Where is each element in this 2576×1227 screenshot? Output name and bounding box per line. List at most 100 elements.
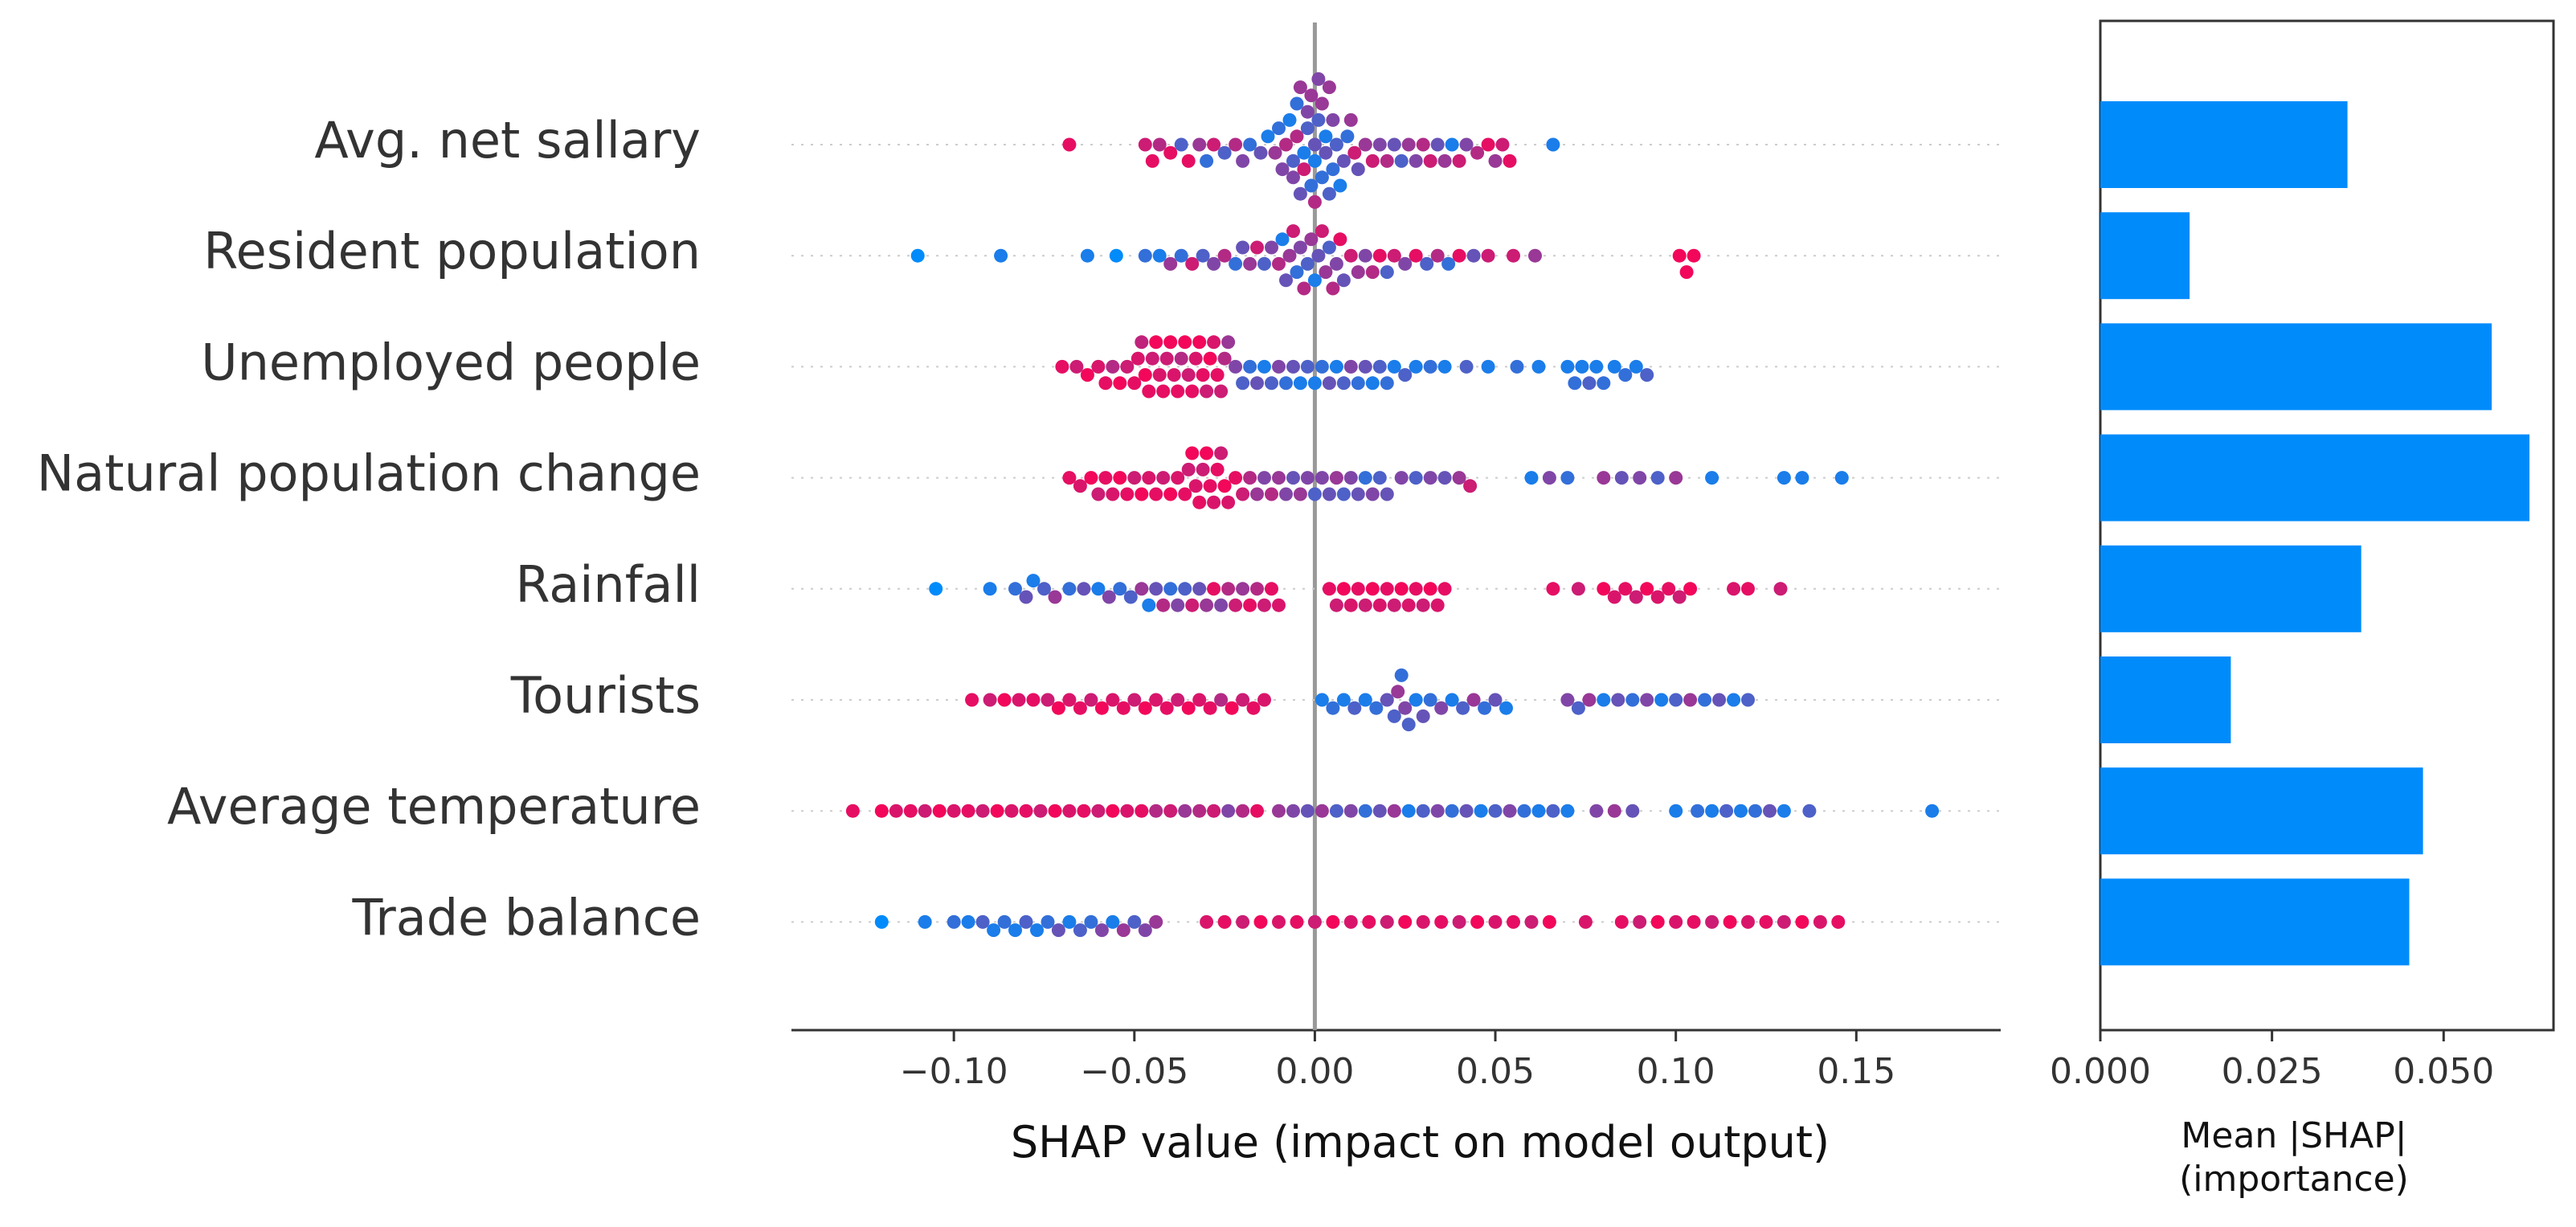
- shap-dot: [1004, 804, 1019, 818]
- shap-dot: [1181, 153, 1196, 168]
- shap-dot: [1387, 598, 1401, 612]
- shap-dot: [1322, 80, 1336, 95]
- shap-dot: [1358, 693, 1372, 707]
- shap-dot: [1409, 471, 1423, 485]
- shap-dot: [1495, 137, 1510, 152]
- shap-dot: [1008, 582, 1022, 596]
- importance-frame: [2099, 19, 2555, 1032]
- shap-dot: [1272, 598, 1286, 612]
- shap-dot: [1372, 804, 1387, 818]
- shap-dot: [1416, 709, 1430, 723]
- shap-dot: [1236, 693, 1250, 707]
- shap-dot: [1236, 153, 1250, 168]
- shap-dot: [1315, 471, 1329, 485]
- shap-dot: [1196, 462, 1210, 476]
- shap-dot: [1452, 914, 1466, 929]
- shap-dot: [1358, 137, 1372, 152]
- shap-dot: [1106, 914, 1120, 929]
- importance-x-axis-label: Mean |SHAP|: [2181, 1115, 2406, 1156]
- shap-dot: [1221, 804, 1236, 818]
- shap-dot: [1253, 914, 1268, 929]
- shap-dot: [1304, 88, 1319, 103]
- shap-dot: [1322, 487, 1336, 501]
- shap-dot: [1531, 359, 1546, 374]
- shap-dot: [918, 914, 932, 929]
- shap-dot: [1315, 96, 1329, 111]
- shap-dot: [1423, 693, 1437, 707]
- shap-dot: [1272, 256, 1286, 271]
- shap-dot: [1311, 72, 1326, 86]
- shap-dot: [1077, 804, 1091, 818]
- shap-dot: [1019, 804, 1033, 818]
- shap-dot: [1633, 471, 1647, 485]
- shap-dot: [1362, 914, 1376, 929]
- shap-dot: [1430, 137, 1445, 152]
- shap-dot: [1229, 137, 1243, 152]
- importance-bar: [2100, 878, 2410, 966]
- beeswarm-x-tick-label: 0.10: [1637, 1051, 1715, 1092]
- shap-dot: [1607, 804, 1621, 818]
- shap-dot: [947, 914, 961, 929]
- shap-dot: [1265, 582, 1278, 596]
- shap-dot: [1229, 256, 1243, 271]
- shap-dot: [1777, 804, 1791, 818]
- shap-dot: [1452, 471, 1466, 485]
- shap-dot: [1329, 137, 1343, 152]
- shap-dot: [1293, 186, 1307, 201]
- shap-dot: [1319, 145, 1333, 160]
- shap-dot: [994, 248, 1008, 263]
- shap-dot: [1358, 598, 1372, 612]
- shap-dot: [1575, 359, 1589, 374]
- shap-dot: [1795, 914, 1809, 929]
- shap-dot: [975, 914, 990, 929]
- shap-dot: [1795, 471, 1809, 485]
- shap-dot: [1369, 701, 1384, 715]
- shap-dot: [1174, 137, 1188, 152]
- shap-dot: [1142, 471, 1156, 485]
- shap-dot: [1163, 582, 1178, 596]
- shap-dot: [1662, 582, 1676, 596]
- shap-dot: [1293, 240, 1307, 255]
- shap-dot: [1026, 574, 1041, 588]
- shap-dot: [1008, 923, 1022, 938]
- shap-dot: [990, 804, 1004, 818]
- importance-bar: [2100, 323, 2492, 411]
- shap-dot: [1236, 240, 1250, 255]
- shap-dot: [1127, 376, 1142, 391]
- shap-dot: [1307, 194, 1322, 209]
- shap-dot: [1380, 376, 1394, 391]
- shap-dot: [1712, 693, 1727, 707]
- shap-dot: [1560, 359, 1575, 374]
- shap-dot: [1319, 265, 1333, 280]
- shap-dot: [1290, 265, 1304, 280]
- shap-dot: [1528, 248, 1542, 263]
- shap-dot: [1430, 598, 1445, 612]
- shap-dot: [1149, 487, 1163, 501]
- shap-dot: [1607, 359, 1621, 374]
- shap-dot: [1669, 471, 1683, 485]
- shap-dot: [1207, 335, 1221, 350]
- shap-dot: [1394, 668, 1409, 682]
- shap-dot: [997, 693, 1012, 707]
- shap-dot: [1171, 693, 1185, 707]
- shap-dot: [1243, 137, 1257, 152]
- shap-dot: [1123, 590, 1138, 604]
- shap-dot: [1041, 693, 1055, 707]
- shap-dot: [1329, 471, 1343, 485]
- shap-dot: [1214, 446, 1229, 460]
- shap-dot: [1372, 137, 1387, 152]
- shap-dot: [1372, 471, 1387, 485]
- shap-dot: [1207, 256, 1221, 271]
- shap-dot: [1571, 701, 1585, 715]
- shap-dot: [1343, 248, 1358, 263]
- shap-dot: [1229, 359, 1243, 374]
- shap-dot: [1279, 376, 1293, 391]
- shap-dot: [1138, 137, 1152, 152]
- shap-dot: [1578, 914, 1593, 929]
- shap-dot: [1394, 471, 1409, 485]
- shap-dot: [1098, 376, 1113, 391]
- shap-dot: [1214, 693, 1229, 707]
- shap-dot: [1365, 582, 1380, 596]
- shap-dot: [1409, 693, 1423, 707]
